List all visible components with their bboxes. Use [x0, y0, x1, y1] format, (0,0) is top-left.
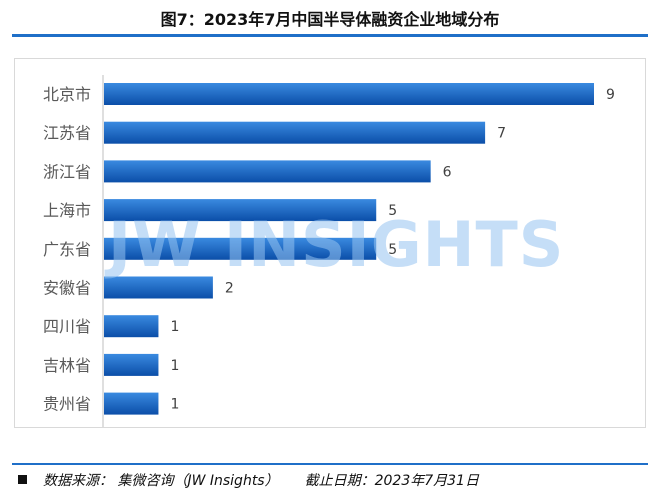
bar — [104, 353, 159, 376]
footer: 数据来源： 集微咨询（JW Insights） 截止日期：2023年7月31日 — [18, 470, 648, 492]
category-label: 吉林省 — [43, 356, 91, 375]
source-note: 数据来源： 集微咨询（JW Insights） — [43, 473, 279, 489]
category-label: 北京市 — [43, 85, 91, 104]
data-label: 5 — [388, 203, 397, 219]
data-label: 7 — [497, 126, 506, 142]
data-label: 1 — [170, 319, 179, 335]
bar — [104, 199, 377, 222]
data-label: 6 — [443, 164, 452, 180]
category-label: 四川省 — [43, 317, 91, 336]
data-label: 5 — [388, 242, 397, 258]
date-note: 截止日期：2023年7月31日 — [304, 473, 479, 489]
square-bullet-icon — [18, 475, 27, 484]
data-label: 1 — [170, 397, 179, 413]
bar — [104, 237, 377, 260]
chart-title: 图7：2023年7月中国半导体融资企业地域分布 — [160, 10, 500, 29]
data-label: 9 — [606, 87, 615, 103]
bar — [104, 276, 213, 299]
category-label: 浙江省 — [43, 162, 91, 181]
bar — [104, 160, 431, 183]
data-label: 1 — [170, 358, 179, 374]
category-label: 安徽省 — [43, 279, 91, 298]
bar — [104, 392, 159, 415]
bar — [104, 83, 594, 105]
bar-chart: 北京市 9 江苏省 7 浙江省 6 上海市 5 广东省 5 安徽省 2 四川省 1 吉林省 1 贵州省 1 — [43, 75, 615, 427]
category-label: 广东省 — [43, 240, 91, 259]
category-label: 江苏省 — [43, 124, 91, 143]
category-label: 上海市 — [43, 201, 91, 220]
bar — [104, 121, 486, 144]
data-label: 2 — [225, 281, 234, 297]
bar — [104, 315, 159, 338]
category-label: 贵州省 — [43, 395, 91, 414]
footer-divider — [12, 463, 648, 465]
title-divider — [12, 34, 648, 37]
chart-frame: 北京市 9 江苏省 7 浙江省 6 上海市 5 广东省 5 安徽省 2 四川省 1 吉林省 1 贵州省 1 — [14, 58, 646, 428]
